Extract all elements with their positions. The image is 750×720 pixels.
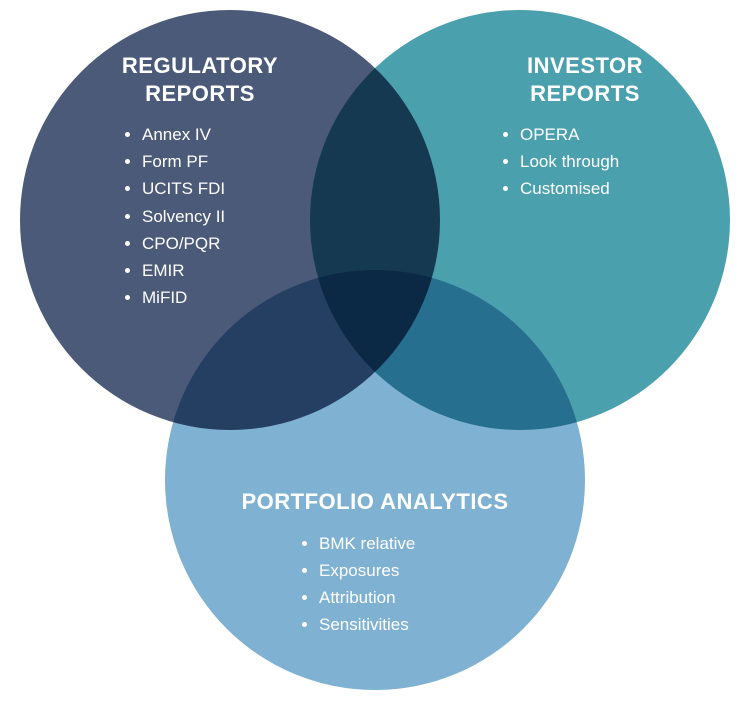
venn-circle-portfolio: [165, 270, 585, 690]
venn-diagram: REGULATORY REPORTS Annex IVForm PFUCITS …: [0, 0, 750, 720]
